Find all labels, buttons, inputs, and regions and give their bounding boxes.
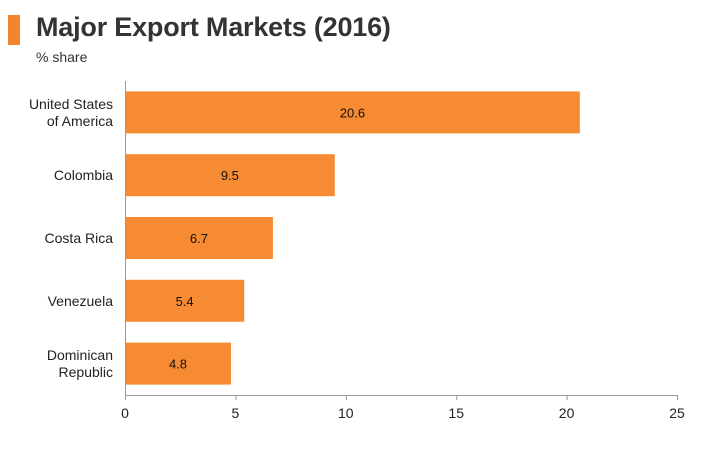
x-tick-label: 15 [448, 405, 464, 421]
bar [125, 154, 335, 197]
data-label: 5.4 [176, 294, 194, 309]
x-tick-label: 25 [669, 405, 685, 421]
x-tick-label: 5 [232, 405, 240, 421]
category-label: United States of America [29, 96, 113, 129]
chart-subtitle: % share [36, 49, 88, 65]
category-label: Colombia [54, 167, 113, 183]
data-label: 20.6 [340, 105, 365, 120]
chart-title: Major Export Markets (2016) [36, 12, 391, 42]
x-tick-label: 0 [121, 405, 129, 421]
bar [125, 217, 273, 259]
data-label: 4.8 [169, 357, 187, 372]
x-tick-label: 20 [559, 405, 575, 421]
data-label: 9.5 [221, 168, 239, 183]
x-tick-label: 10 [338, 405, 354, 421]
bar [125, 279, 245, 322]
bar [125, 91, 580, 134]
bar [125, 342, 231, 385]
title-accent-bar [8, 15, 20, 45]
data-label: 6.7 [190, 231, 208, 246]
category-label: Dominican Republic [47, 347, 113, 380]
category-label: Venezuela [48, 293, 114, 309]
category-label: Costa Rica [45, 230, 114, 246]
